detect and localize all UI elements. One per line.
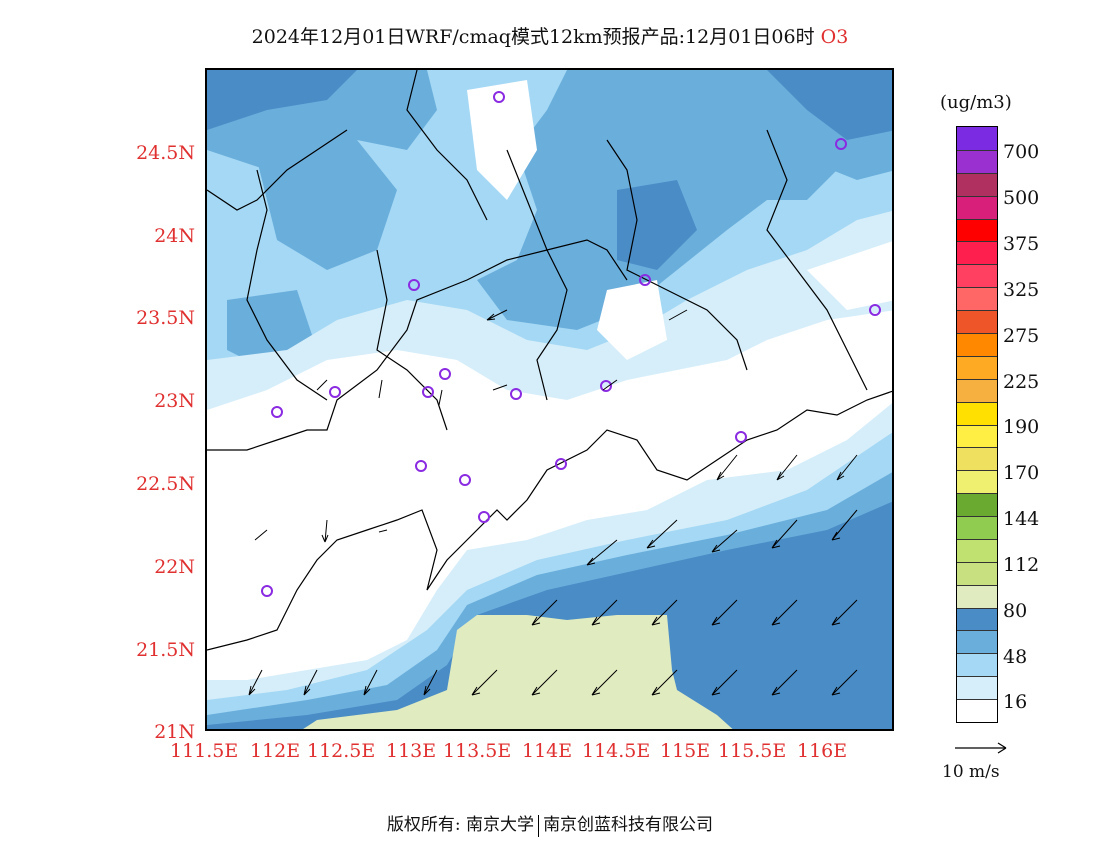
lon-label-115-5e: 115.5E: [718, 740, 787, 762]
lat-label-22n: 22N: [154, 556, 195, 578]
colorbar-segment: [957, 287, 997, 311]
colorbar-segment: [957, 470, 997, 494]
colorbar: [956, 126, 998, 723]
colorbar-label-144: 144: [1003, 508, 1040, 530]
colorbar-segment: [957, 355, 997, 380]
lon-label-112-5e: 112.5E: [307, 740, 376, 762]
wind-reference-arrow-icon: [955, 742, 1007, 754]
colorbar-segment: [957, 332, 997, 357]
colorbar-segment: [957, 630, 997, 654]
lat-label-23n: 23N: [154, 390, 195, 412]
lon-label-113-5e: 113.5E: [443, 740, 512, 762]
colorbar-segment: [957, 172, 997, 197]
colorbar-segment: [957, 699, 997, 722]
colorbar-label-16: 16: [1003, 691, 1028, 713]
lat-label-24n: 24N: [154, 225, 195, 247]
colorbar-segment: [957, 310, 997, 334]
colorbar-label-275: 275: [1003, 325, 1040, 347]
title-species: O3: [820, 26, 849, 48]
colorbar-segment: [957, 127, 997, 151]
colorbar-segment: [957, 584, 997, 609]
lat-label-22-5n: 22.5N: [136, 473, 195, 495]
colorbar-segment: [957, 264, 997, 288]
copyright: 版权所有: 南京大学 南京创蓝科技有限公司: [0, 810, 1100, 837]
lon-label-111-5e: 111.5E: [170, 740, 239, 762]
colorbar-segment: [957, 516, 997, 540]
lon-label-113e: 113E: [386, 740, 437, 762]
page-title: 2024年12月01日WRF/cmaq模式12km预报产品:12月01日06时 …: [0, 22, 1100, 49]
colorbar-segment: [957, 653, 997, 677]
copyright-right: 南京创蓝科技有限公司: [543, 815, 714, 835]
lon-label-116e: 116E: [797, 740, 848, 762]
colorbar-label-325: 325: [1003, 279, 1040, 301]
lat-label-23-5n: 23.5N: [136, 307, 195, 329]
colorbar-label-80: 80: [1003, 600, 1028, 622]
colorbar-segment: [957, 538, 997, 563]
colorbar-segment: [957, 195, 997, 220]
colorbar-segment: [957, 561, 997, 586]
colorbar-segment: [957, 241, 997, 265]
lon-label-114-5e: 114.5E: [582, 740, 651, 762]
map-panel[interactable]: [205, 68, 894, 731]
colorbar-segment: [957, 378, 997, 403]
colorbar-segment: [957, 607, 997, 631]
colorbar-label-190: 190: [1003, 416, 1040, 438]
colorbar-segment: [957, 676, 997, 700]
colorbar-segment: [957, 493, 997, 517]
colorbar-segment: [957, 401, 997, 425]
colorbar-label-170: 170: [1003, 462, 1040, 484]
lat-label-24-5n: 24.5N: [136, 142, 195, 164]
colorbar-segment: [957, 149, 997, 174]
lon-label-112e: 112E: [250, 740, 301, 762]
colorbar-label-500: 500: [1003, 187, 1040, 209]
station-markers: [261, 91, 881, 597]
colorbar-label-48: 48: [1003, 646, 1028, 668]
copyright-separator: [538, 814, 540, 837]
wind-vectors: [248, 309, 858, 696]
wind-reference-label: 10 m/s: [942, 762, 1000, 782]
colorbar-segment: [957, 424, 997, 448]
colorbar-segment: [957, 218, 997, 242]
lon-label-115e: 115E: [660, 740, 711, 762]
colorbar-label-112: 112: [1003, 554, 1040, 576]
colorbar-label-225: 225: [1003, 371, 1040, 393]
colorbar-label-375: 375: [1003, 233, 1040, 255]
title-main: 2024年12月01日WRF/cmaq模式12km预报产品:12月01日06时: [251, 26, 815, 48]
colorbar-unit: (ug/m3): [940, 92, 1012, 113]
lon-label-114e: 114E: [522, 740, 573, 762]
copyright-left: 版权所有: 南京大学: [386, 815, 535, 835]
lat-label-21-5n: 21.5N: [136, 639, 195, 661]
concentration-map: [207, 70, 892, 729]
lat-label-21n: 21N: [154, 721, 195, 743]
colorbar-label-700: 700: [1003, 141, 1040, 163]
colorbar-segment: [957, 447, 997, 471]
